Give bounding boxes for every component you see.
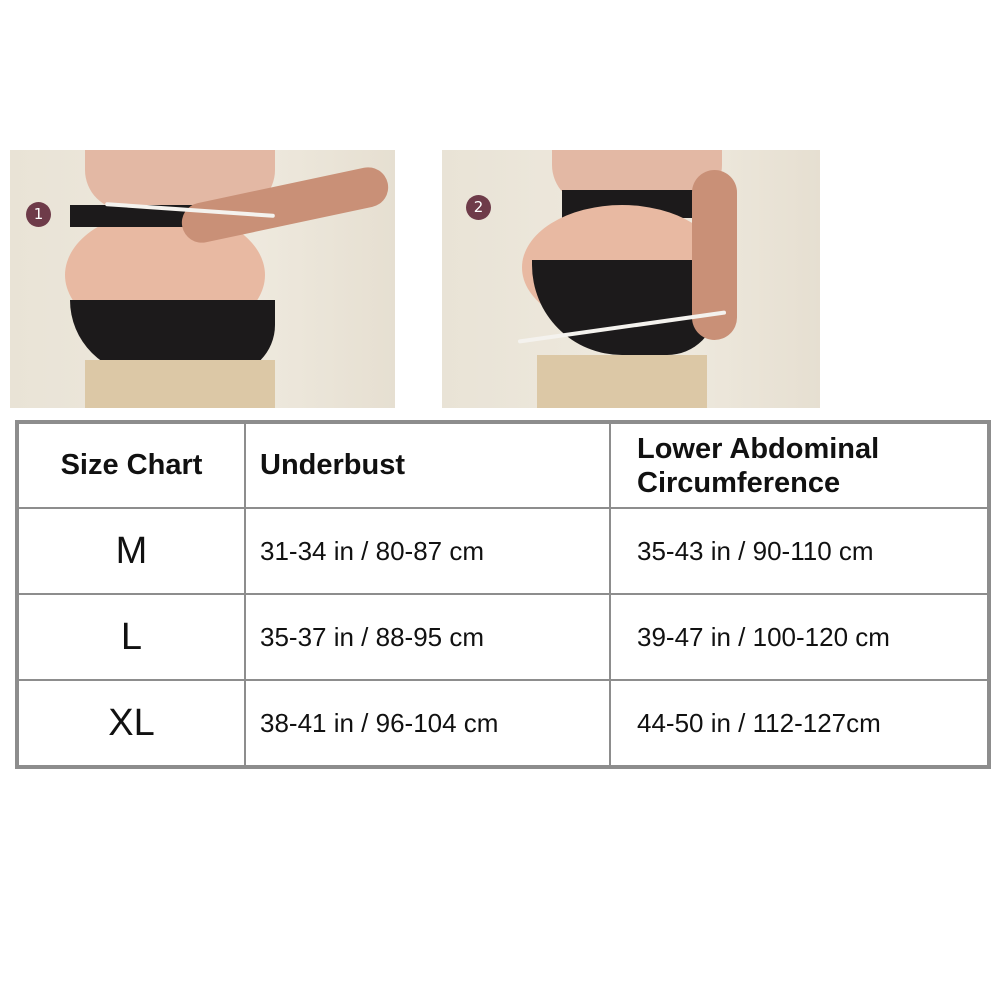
underbust-cell: 35-37 in / 88-95 cm [244,593,611,681]
size-cell: XL [16,679,246,768]
table-row: M 31-34 in / 80-87 cm 35-43 in / 90-110 … [16,507,990,595]
abdominal-cell: 39-47 in / 100-120 cm [609,593,990,681]
header-lower-abdominal: Lower Abdominal Circumference [609,421,990,509]
measuring-underbust-photo: 1 [10,150,395,408]
measuring-lower-abdomen-photo: 2 [442,150,820,408]
underbust-cell: 38-41 in / 96-104 cm [244,679,611,768]
header-underbust: Underbust [244,421,611,509]
header-size-chart: Size Chart [16,421,246,509]
size-cell: L [16,593,246,681]
table-header-row: Size Chart Underbust Lower Abdominal Cir… [16,421,990,509]
abdominal-cell: 35-43 in / 90-110 cm [609,507,990,595]
abdominal-cell: 44-50 in / 112-127cm [609,679,990,768]
step-badge: 2 [466,195,491,220]
size-chart-table: Size Chart Underbust Lower Abdominal Cir… [15,420,991,769]
size-cell: M [16,507,246,595]
underbust-cell: 31-34 in / 80-87 cm [244,507,611,595]
step-badge: 1 [26,202,51,227]
table-row: XL 38-41 in / 96-104 cm 44-50 in / 112-1… [16,679,990,768]
table-row: L 35-37 in / 88-95 cm 39-47 in / 100-120… [16,593,990,681]
